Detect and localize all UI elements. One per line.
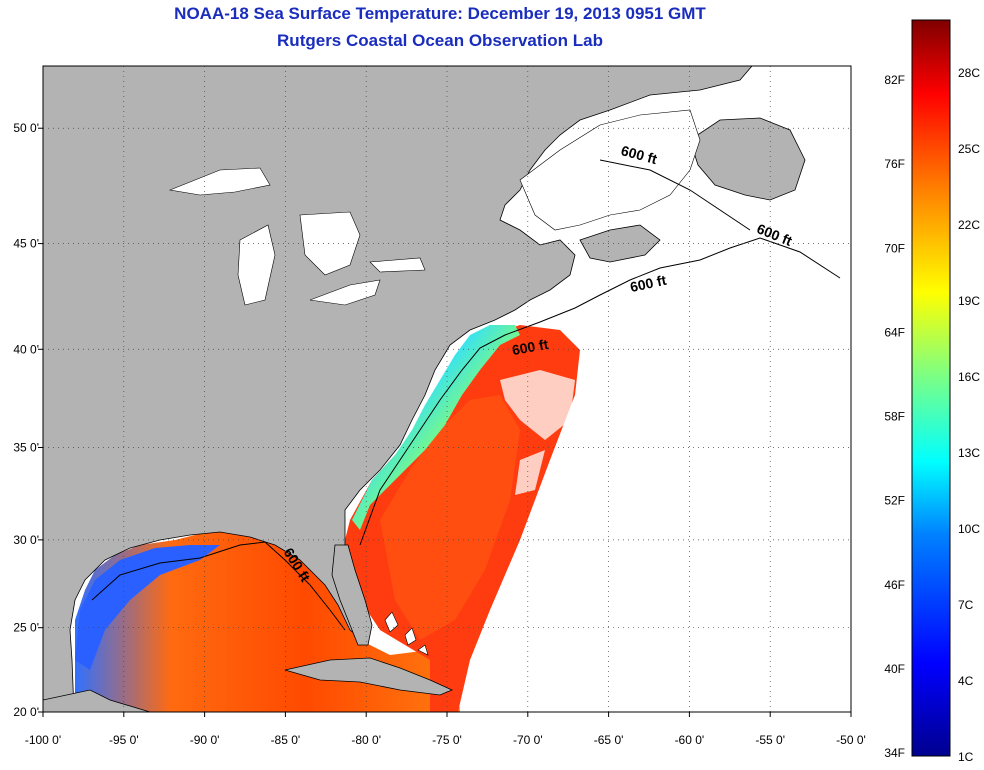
lon-tick-label: -55 0' (755, 733, 785, 747)
lon-tick-label: -50 0' (836, 733, 866, 747)
land-nova-scotia (579, 224, 661, 263)
colorbar-fahrenheit-label: 34F (884, 746, 905, 760)
lat-tick-label: 50 0' (13, 121, 39, 135)
latitude-axis: 20 0' 25 0' 30 0' 35 0' 40 0' 45 0' 50 0' (13, 121, 43, 719)
colorbar-celsius-label: 19C (958, 294, 980, 308)
map-title: NOAA-18 Sea Surface Temperature: Decembe… (174, 4, 706, 23)
land-cuba (284, 657, 454, 696)
lon-tick-label: -80 0' (351, 733, 381, 747)
water-st-lawrence (519, 109, 701, 231)
colorbar: 82F 76F 70F 64F 58F 52F 46F 40F 34F 28C 25C 22C 19C… (884, 19, 980, 764)
colorbar-fahrenheit-label: 58F (884, 410, 905, 424)
lon-tick-label: -95 0' (109, 733, 139, 747)
colorbar-celsius-label: 22C (958, 218, 980, 232)
colorbar-celsius-label: 13C (958, 446, 980, 460)
colorbar-fahrenheit-label: 64F (884, 325, 905, 339)
colorbar-fahrenheit-label: 46F (884, 578, 905, 592)
land-newfoundland (689, 117, 806, 201)
contour-label-600ft: 600 ft (629, 272, 668, 295)
lon-tick-label: -90 0' (190, 733, 220, 747)
lon-tick-label: -75 0' (432, 733, 462, 747)
lon-tick-label: -100 0' (25, 733, 61, 747)
sst-coastal-shelf (352, 325, 520, 530)
lon-tick-label: -70 0' (513, 733, 543, 747)
colorbar-celsius-label: 28C (958, 66, 980, 80)
lat-tick-label: 40 0' (13, 342, 39, 356)
land-yucatan (43, 689, 151, 712)
sst-cloud-patches (500, 370, 575, 495)
lon-tick-label: -85 0' (271, 733, 301, 747)
map-subtitle: Rutgers Coastal Ocean Observation Lab (277, 31, 603, 50)
colorbar-fahrenheit-scale: 82F 76F 70F 64F 58F 52F 46F 40F 34F (884, 73, 905, 760)
colorbar-fahrenheit-label: 70F (884, 241, 905, 255)
colorbar-celsius-label: 10C (958, 522, 980, 536)
colorbar-fahrenheit-label: 40F (884, 662, 905, 676)
sst-gulf-cold-shelf (75, 545, 220, 670)
colorbar-celsius-label: 25C (958, 142, 980, 156)
colorbar-celsius-label: 1C (958, 750, 974, 764)
sst-atlantic-warm-core (380, 395, 520, 640)
contour-600ft-line (91, 159, 841, 631)
contour-label-600ft: 600 ft (511, 336, 550, 358)
lat-tick-label: 25 0' (13, 621, 39, 635)
colorbar-celsius-label: 7C (958, 598, 974, 612)
colorbar-fahrenheit-label: 82F (884, 73, 905, 87)
lat-tick-label: 35 0' (13, 440, 39, 454)
colorbar-fahrenheit-label: 76F (884, 157, 905, 171)
colorbar-celsius-label: 16C (958, 370, 980, 384)
colorbar-celsius-scale: 28C 25C 22C 19C 16C 13C 10C 7C 4C 1C (958, 66, 980, 764)
land-florida (331, 544, 373, 646)
great-lakes-white (168, 167, 426, 306)
lat-tick-label: 45 0' (13, 237, 39, 251)
lon-tick-label: -65 0' (594, 733, 624, 747)
longitude-axis: -100 0' -95 0' -90 0' -85 0' -80 0' -75 0' -70… (25, 712, 866, 747)
colorbar-gradient (911, 19, 951, 757)
lon-tick-label: -60 0' (675, 733, 705, 747)
lat-tick-label: 20 0' (13, 705, 39, 719)
colorbar-celsius-label: 4C (958, 674, 974, 688)
map-panel: 600 ft 600 ft 600 ft 600 ft 600 ft (43, 66, 851, 712)
land-north-america (43, 66, 753, 712)
lat-tick-label: 30 0' (13, 533, 39, 547)
colorbar-fahrenheit-label: 52F (884, 494, 905, 508)
